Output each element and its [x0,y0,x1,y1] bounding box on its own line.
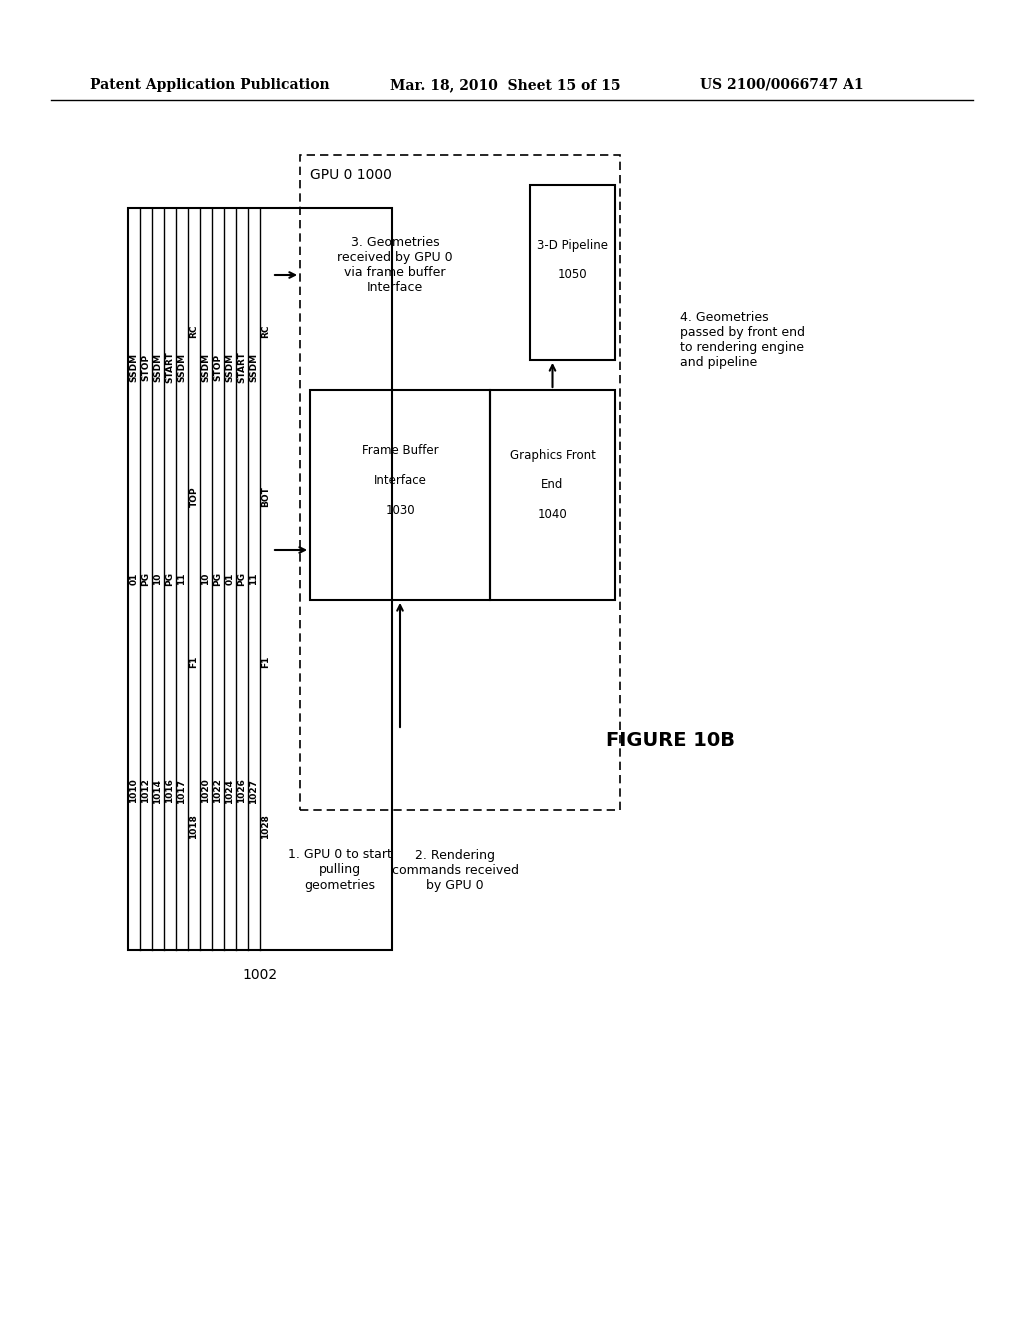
Text: PG: PG [166,572,174,586]
Text: Mar. 18, 2010  Sheet 15 of 15: Mar. 18, 2010 Sheet 15 of 15 [390,78,621,92]
Text: STOP: STOP [141,354,151,380]
Text: Frame Buffer: Frame Buffer [361,444,438,457]
Text: GPU 0 1000: GPU 0 1000 [310,168,392,182]
Text: 1018: 1018 [189,814,199,838]
Text: SSDM: SSDM [177,352,186,381]
Text: SSDM: SSDM [154,352,163,381]
Text: 1026: 1026 [238,779,247,804]
Text: 1024: 1024 [225,779,234,804]
Text: End: End [542,479,563,491]
Text: 2. Rendering
commands received
by GPU 0: 2. Rendering commands received by GPU 0 [391,849,518,891]
Text: 1. GPU 0 to start
pulling
geometries: 1. GPU 0 to start pulling geometries [288,849,392,891]
Bar [310,389,490,601]
Text: Graphics Front: Graphics Front [510,449,595,462]
Text: 1022: 1022 [213,779,222,804]
Text: RC: RC [189,325,199,338]
Bar [128,209,392,950]
Text: F1: F1 [189,655,199,668]
Text: 1002: 1002 [243,968,278,982]
Bar [300,154,620,810]
Text: 01: 01 [129,573,138,585]
Text: SSDM: SSDM [250,352,258,381]
Text: PG: PG [213,572,222,586]
Text: US 2100/0066747 A1: US 2100/0066747 A1 [700,78,863,92]
Text: 1020: 1020 [202,779,211,804]
Text: 01: 01 [225,573,234,585]
Text: PG: PG [141,572,151,586]
Bar [530,185,615,360]
Text: SSDM: SSDM [129,352,138,381]
Text: 3. Geometries
received by GPU 0
via frame buffer
Interface: 3. Geometries received by GPU 0 via fram… [337,236,453,294]
Text: 1030: 1030 [385,503,415,516]
Text: Patent Application Publication: Patent Application Publication [90,78,330,92]
Text: 1017: 1017 [177,779,186,804]
Text: 3-D Pipeline: 3-D Pipeline [537,239,608,252]
Text: RC: RC [261,325,270,338]
Text: 10: 10 [154,573,163,585]
Text: 1028: 1028 [261,814,270,838]
Text: Interface: Interface [374,474,426,487]
Text: 1010: 1010 [129,779,138,804]
Text: BOT: BOT [261,486,270,507]
Text: 11: 11 [177,573,186,585]
Bar [490,389,615,601]
Text: 1012: 1012 [141,779,151,804]
Text: 1040: 1040 [538,508,567,521]
Text: 1016: 1016 [166,779,174,804]
Text: FIGURE 10B: FIGURE 10B [605,730,734,750]
Text: START: START [238,351,247,383]
Text: TOP: TOP [189,486,199,507]
Text: 4. Geometries
passed by front end
to rendering engine
and pipeline: 4. Geometries passed by front end to ren… [680,312,805,370]
Text: F1: F1 [261,655,270,668]
Text: PG: PG [238,572,247,586]
Text: 1050: 1050 [558,268,588,281]
Text: 1014: 1014 [154,779,163,804]
Text: STOP: STOP [213,354,222,380]
Text: START: START [166,351,174,383]
Text: 10: 10 [202,573,211,585]
Text: 1027: 1027 [250,779,258,804]
Text: SSDM: SSDM [225,352,234,381]
Text: SSDM: SSDM [202,352,211,381]
Text: 11: 11 [250,573,258,585]
